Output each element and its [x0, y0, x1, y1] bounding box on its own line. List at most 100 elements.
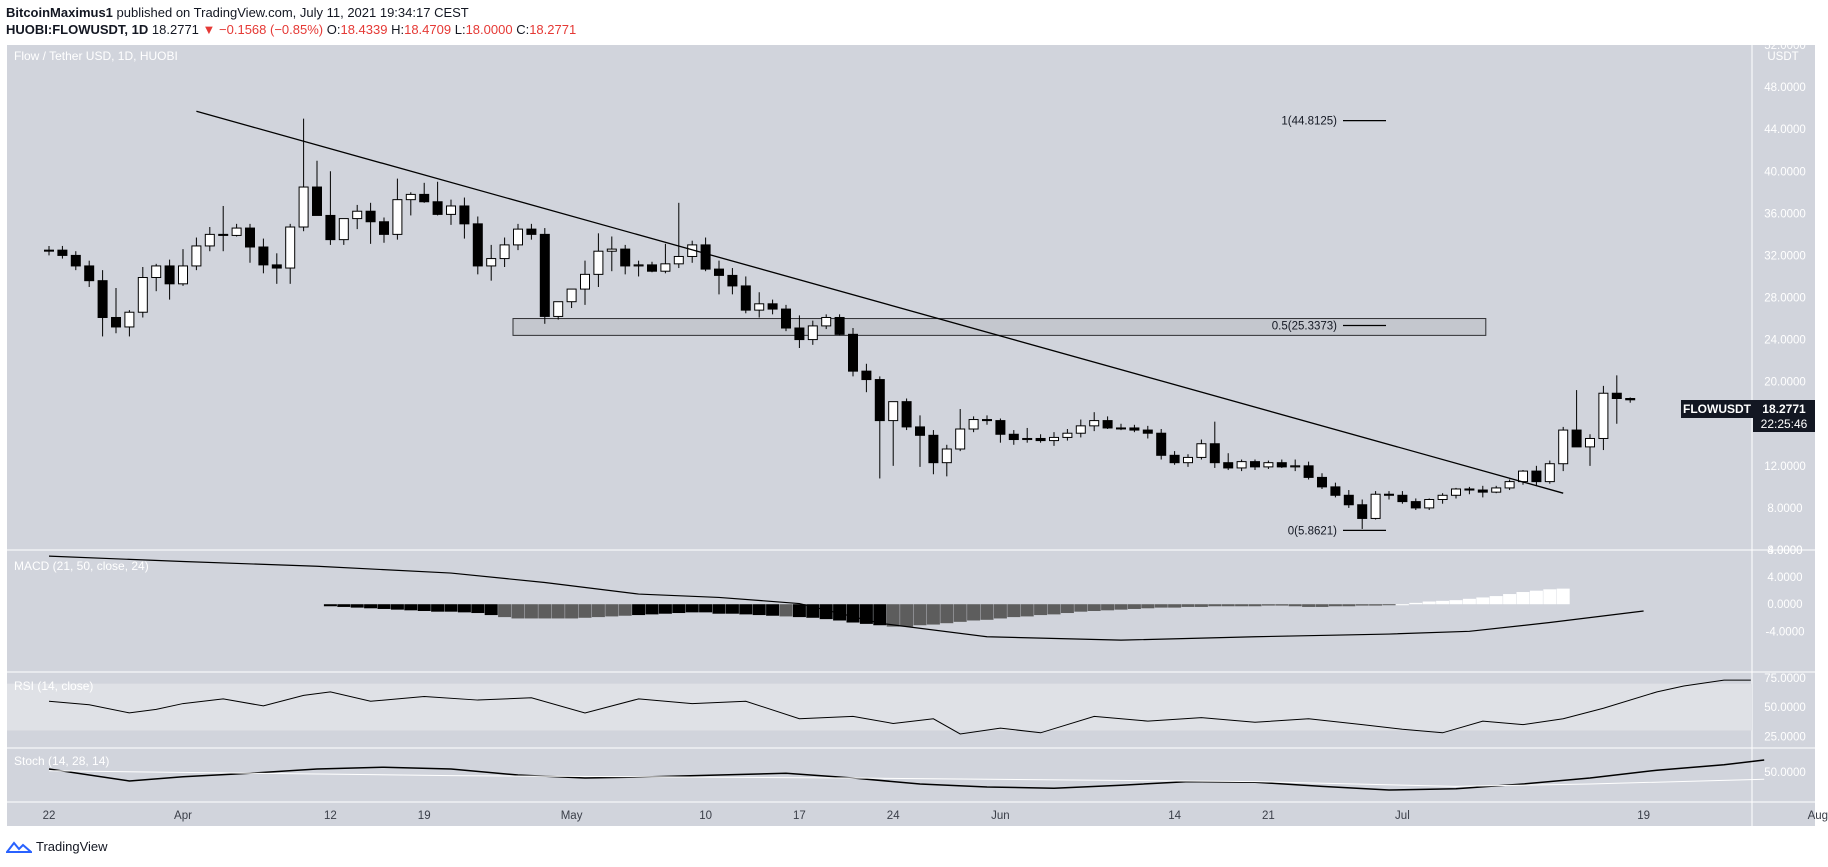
- candle-body: [1035, 437, 1046, 442]
- candle: [392, 178, 403, 240]
- candle: [915, 415, 925, 467]
- fib-level-label: 1(44.8125): [1281, 116, 1337, 128]
- candle: [834, 314, 845, 336]
- candle-body: [955, 428, 966, 450]
- candle: [57, 245, 68, 259]
- macd-axis-tick: 4.0000: [1767, 572, 1802, 584]
- macd-histogram-bar: [1154, 604, 1168, 608]
- candle: [1571, 390, 1582, 448]
- macd-histogram-bar: [1288, 604, 1302, 607]
- candle-body: [1504, 481, 1515, 489]
- chart-area[interactable]: 1(44.8125) 0.5(25.3373) 0(5.8621) 52.0000 4…: [0, 40, 1828, 840]
- candle-body: [392, 199, 403, 235]
- macd-histogram-bar: [672, 604, 686, 614]
- candle: [673, 202, 684, 269]
- candle-body: [941, 448, 952, 464]
- candle: [486, 244, 497, 281]
- macd-histogram-bar: [444, 604, 458, 612]
- candle-body: [1290, 465, 1301, 468]
- candle-body: [660, 263, 671, 272]
- macd-histogram-bar: [712, 604, 726, 614]
- candle-body: [1129, 427, 1140, 431]
- candle-body: [1585, 437, 1595, 448]
- candle-body: [365, 210, 376, 223]
- price-tag: FLOWUSDT 18.2771 22:25:46: [1681, 400, 1815, 432]
- macd-histogram-bar: [1315, 604, 1329, 607]
- macd-histogram-bar: [1489, 596, 1503, 605]
- candle-body: [245, 227, 255, 248]
- macd-histogram-bar: [766, 604, 780, 616]
- candle-body: [1142, 429, 1153, 434]
- candle: [606, 236, 617, 272]
- candle-body: [982, 419, 992, 422]
- candle-body: [271, 264, 282, 269]
- price-axis-tick: 12.0000: [1764, 461, 1806, 473]
- candle: [459, 197, 470, 239]
- macd-histogram-bar: [538, 604, 552, 619]
- macd-histogram-bar: [900, 604, 914, 627]
- candle: [245, 223, 255, 263]
- candle-body: [781, 308, 791, 329]
- candle: [1075, 419, 1086, 438]
- candle: [553, 301, 564, 320]
- macd-histogram-bar: [967, 604, 981, 621]
- candle-body: [151, 265, 162, 279]
- candle: [44, 245, 54, 256]
- candle-body: [620, 248, 631, 267]
- rsi-band: [7, 683, 1752, 731]
- rsi-line: [48, 679, 1751, 735]
- candle-body: [1223, 462, 1234, 469]
- price-change: −0.1568 (−0.85%): [219, 22, 324, 37]
- author-name[interactable]: BitcoinMaximus1: [6, 5, 113, 20]
- candle: [137, 266, 148, 318]
- candle: [794, 315, 805, 348]
- candle-body: [1410, 501, 1421, 509]
- candle: [1049, 432, 1059, 446]
- high-label: H:: [391, 22, 405, 37]
- macd-histogram-bar: [1208, 604, 1222, 607]
- price-axis-tick: 24.0000: [1764, 335, 1806, 347]
- candle: [1276, 459, 1287, 468]
- down-triangle-icon: ▼: [202, 22, 216, 37]
- candle-body: [1343, 494, 1354, 506]
- candle: [1102, 416, 1113, 430]
- candle: [419, 182, 430, 203]
- macd-histogram-bar: [498, 604, 512, 618]
- close-label: C:: [516, 22, 530, 37]
- footer-brand[interactable]: TradingView: [36, 839, 108, 854]
- candle-body: [1183, 456, 1193, 464]
- macd-histogram-bar: [551, 604, 565, 619]
- candle: [1585, 434, 1595, 466]
- candle: [807, 320, 818, 345]
- stoch-axis-tick: 50.0000: [1764, 767, 1806, 779]
- macd-histogram-bar: [1074, 604, 1088, 612]
- stoch-d-line: [48, 770, 1765, 787]
- price-tag-countdown: 22:25:46: [1761, 417, 1808, 431]
- macd-histogram-bar: [364, 604, 378, 609]
- symbol-info: HUOBI:FLOWUSDT, 1D 18.2771 ▼ −0.1568 (−0…: [6, 22, 576, 37]
- candle-body: [580, 273, 590, 290]
- candle-body: [1089, 420, 1100, 427]
- candle-body: [312, 186, 322, 216]
- candle-body: [1625, 398, 1636, 401]
- publish-info: BitcoinMaximus1 published on TradingView…: [6, 5, 469, 20]
- candle: [1491, 485, 1502, 494]
- candle: [1370, 491, 1381, 520]
- candle: [861, 363, 872, 393]
- time-axis-tick: 12: [324, 810, 337, 822]
- macd-histogram-bar: [913, 604, 927, 626]
- candle: [1504, 479, 1515, 491]
- candle: [1437, 493, 1448, 504]
- candle-body: [1611, 392, 1622, 400]
- time-axis-tick: 19: [418, 810, 431, 822]
- candle: [164, 259, 175, 300]
- price-axis-tick: 4.0000: [1767, 545, 1802, 557]
- macd-histogram-bar: [337, 604, 351, 607]
- time-axis-tick: 19: [1637, 810, 1650, 822]
- time-axis-tick: 22: [43, 810, 56, 822]
- macd-histogram-bar: [779, 604, 793, 617]
- candle-body: [1049, 436, 1059, 442]
- candle: [767, 299, 778, 315]
- published-text: published on TradingView.com, July 11, 2…: [116, 5, 469, 20]
- macd-histogram-bar: [1087, 604, 1101, 611]
